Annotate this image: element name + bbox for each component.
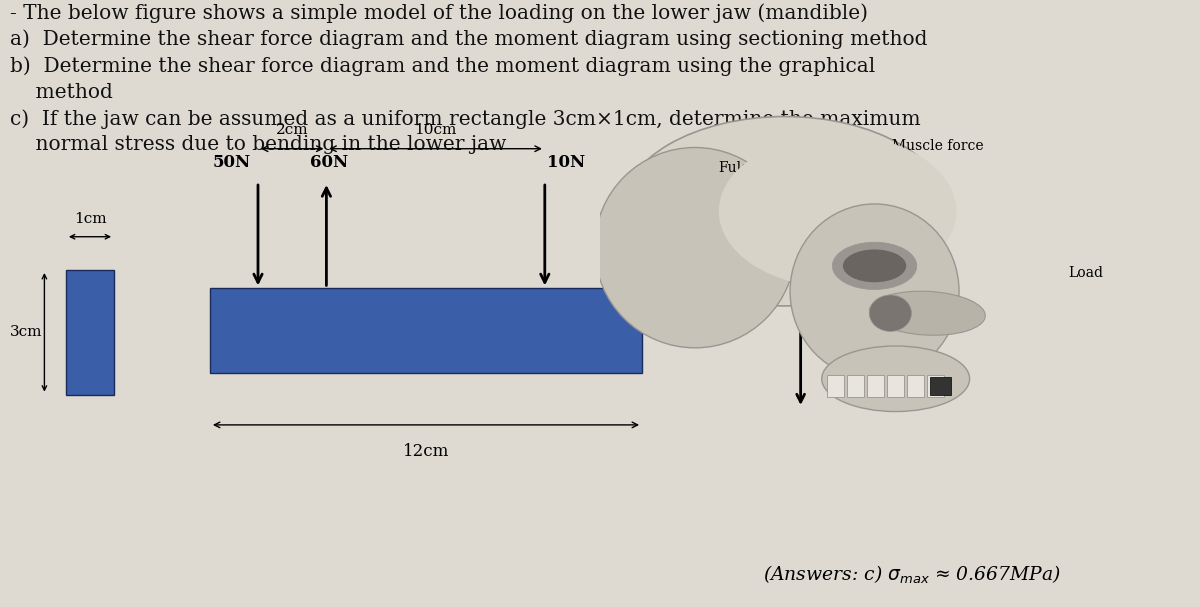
Text: 10N: 10N: [547, 154, 586, 171]
Ellipse shape: [869, 295, 912, 331]
Bar: [827, 375, 844, 397]
Ellipse shape: [842, 249, 906, 282]
Ellipse shape: [595, 148, 796, 348]
Text: Load: Load: [1068, 266, 1103, 280]
Ellipse shape: [790, 204, 959, 379]
Text: 60N: 60N: [310, 154, 348, 171]
Text: 1cm: 1cm: [73, 212, 107, 226]
Text: 10cm: 10cm: [414, 123, 457, 137]
Text: - The below figure shows a simple model of the loading on the lower jaw (mandibl: - The below figure shows a simple model …: [10, 3, 928, 154]
Bar: [868, 375, 884, 397]
Text: Muscle force: Muscle force: [892, 139, 984, 153]
Text: Fulcrum: Fulcrum: [718, 161, 778, 175]
Ellipse shape: [622, 117, 948, 306]
Bar: [847, 375, 864, 397]
Ellipse shape: [870, 291, 985, 335]
Bar: [887, 375, 904, 397]
Bar: [928, 375, 944, 397]
Text: 3cm: 3cm: [10, 325, 43, 339]
Text: (Answers: c) $\sigma_{max}$ ≈ 0.667MPa): (Answers: c) $\sigma_{max}$ ≈ 0.667MPa): [763, 563, 1061, 586]
Ellipse shape: [719, 135, 956, 288]
Bar: [66, 270, 114, 395]
Text: 50N: 50N: [212, 154, 251, 171]
Text: 12cm: 12cm: [403, 443, 449, 460]
Bar: [907, 375, 924, 397]
Bar: [930, 377, 952, 395]
Bar: [210, 288, 642, 373]
Text: 2cm: 2cm: [276, 123, 308, 137]
Ellipse shape: [833, 242, 917, 290]
Ellipse shape: [822, 346, 970, 412]
